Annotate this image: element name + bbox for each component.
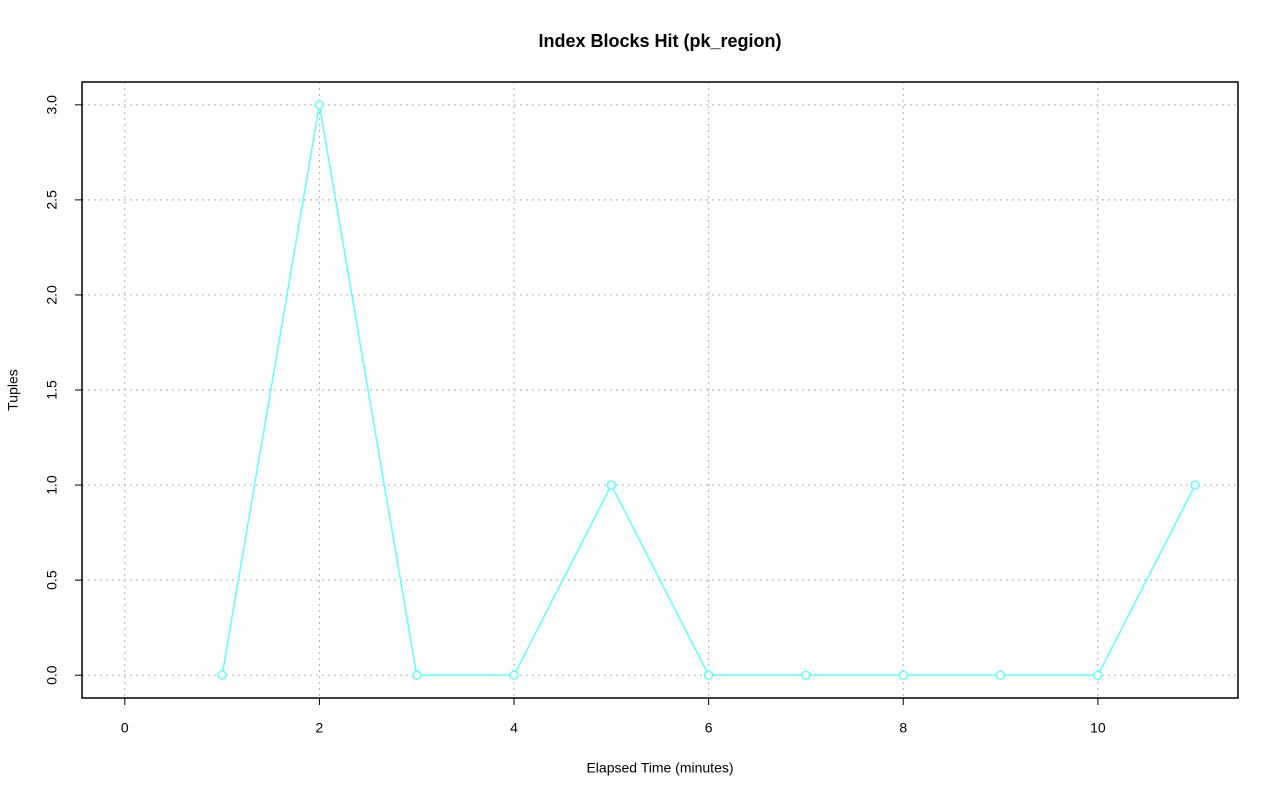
y-axis-title: Tuples — [5, 369, 21, 411]
data-point — [703, 670, 714, 680]
y-tick-label: 1.5 — [44, 380, 60, 400]
y-tick-label: 0.5 — [44, 570, 60, 590]
x-tick-label: 0 — [121, 720, 129, 736]
data-point — [1190, 480, 1200, 490]
y-tick-label: 1.0 — [44, 475, 60, 495]
data-point — [801, 670, 811, 680]
x-tick-label: 6 — [705, 720, 713, 736]
data-point — [411, 670, 422, 680]
data-point — [995, 670, 1006, 680]
plot-frame — [81, 81, 1239, 699]
y-tick-label: 2.0 — [44, 285, 60, 305]
data-point — [314, 100, 325, 110]
y-tick-label: 2.5 — [44, 190, 60, 210]
data-point — [509, 670, 519, 680]
data-point — [1093, 670, 1103, 680]
chart-title: Index Blocks Hit (pk_region) — [538, 31, 781, 51]
data-point — [217, 670, 227, 680]
x-tick-label: 8 — [899, 720, 907, 736]
y-tick-label: 3.0 — [44, 95, 60, 115]
data-point — [898, 670, 909, 680]
x-axis-title: Elapsed Time (minutes) — [586, 760, 733, 776]
x-tick-label: 10 — [1090, 720, 1106, 736]
y-tick-label: 0.0 — [44, 665, 60, 685]
x-tick-label: 2 — [316, 720, 324, 736]
x-tick-label: 4 — [510, 720, 518, 736]
data-point — [606, 480, 617, 490]
